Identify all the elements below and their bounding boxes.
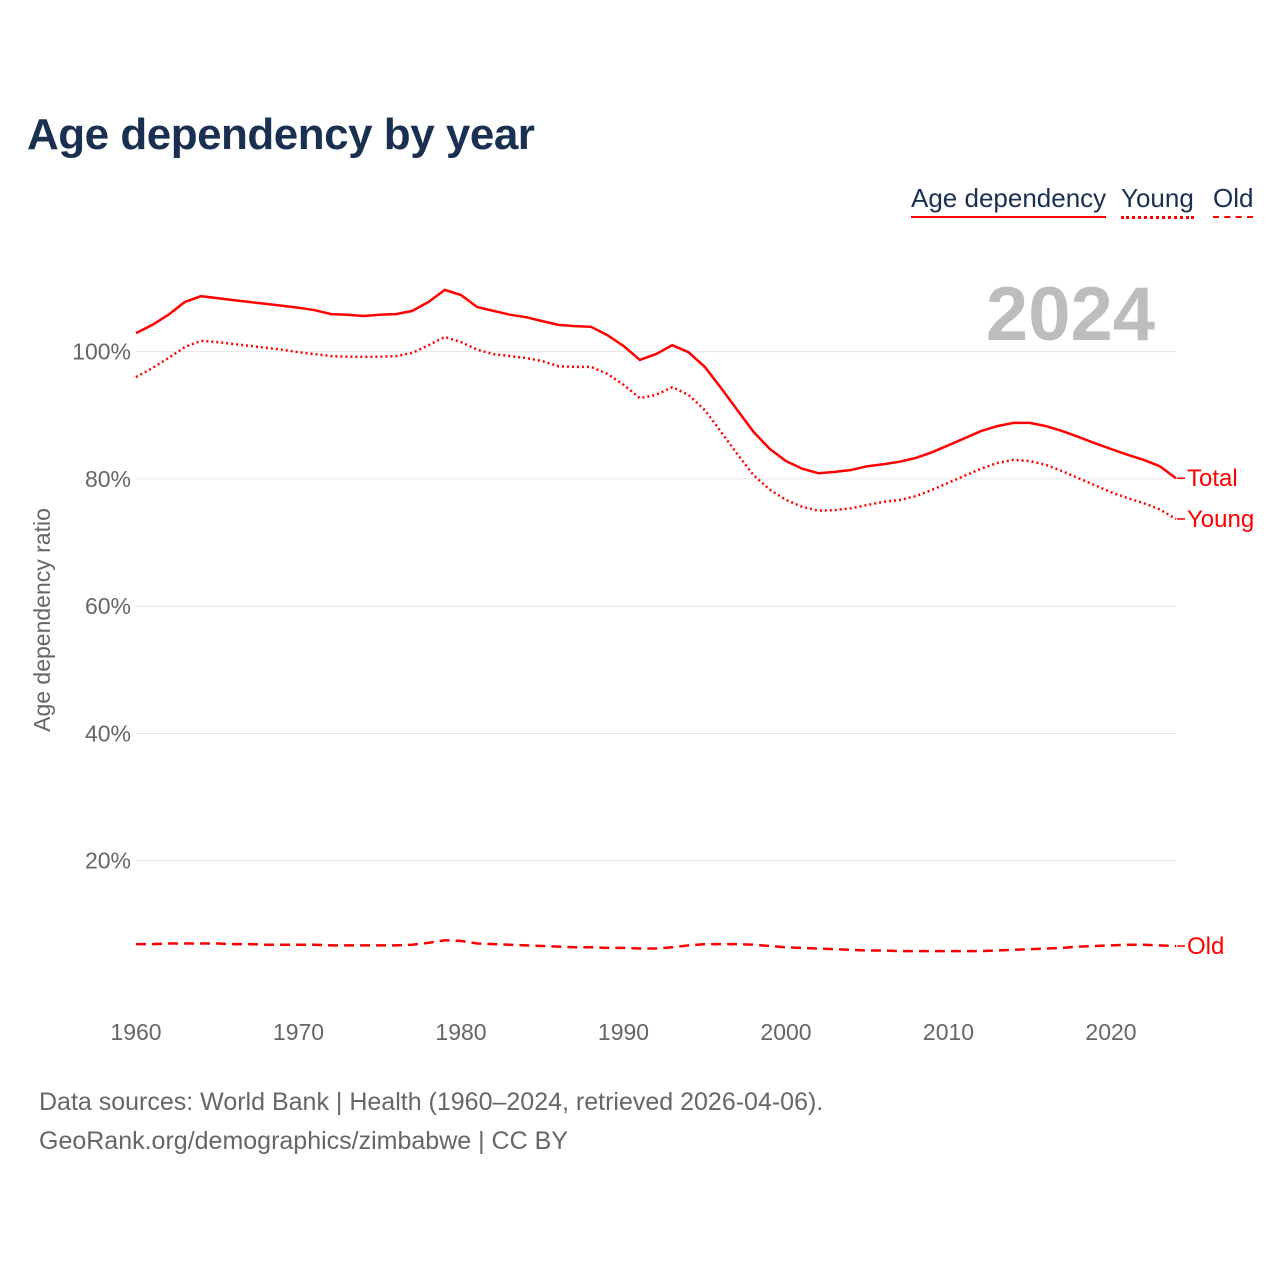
series-line-old bbox=[136, 939, 1177, 953]
series-end-label-total: Total bbox=[1187, 465, 1238, 492]
y-tick-label: 40% bbox=[85, 720, 131, 746]
legend-item-age-dependency[interactable]: Age dependency bbox=[911, 183, 1107, 218]
y-axis-label: Age dependency ratio bbox=[29, 508, 55, 732]
x-tick-label: 1990 bbox=[598, 1019, 649, 1045]
x-tick-label: 1960 bbox=[110, 1019, 161, 1045]
x-tick-label: 2010 bbox=[923, 1019, 974, 1045]
y-tick-label: 60% bbox=[85, 593, 131, 619]
y-tick-label: 20% bbox=[85, 848, 131, 874]
x-tick-label: 1970 bbox=[273, 1019, 324, 1045]
series-end-label-young: Young bbox=[1187, 506, 1254, 533]
footer-attribution: GeoRank.org/demographics/zimbabwe | CC B… bbox=[39, 1127, 568, 1155]
x-tick-label: 2000 bbox=[760, 1019, 811, 1045]
series-end-label-old: Old bbox=[1187, 933, 1224, 960]
legend-item-old[interactable]: Old bbox=[1213, 183, 1254, 218]
series-line-young bbox=[135, 335, 1177, 521]
year-watermark: 2024 bbox=[986, 272, 1155, 357]
x-tick-label: 1980 bbox=[435, 1019, 486, 1045]
y-tick-label: 80% bbox=[85, 466, 131, 492]
x-tick-label: 2020 bbox=[1085, 1019, 1136, 1045]
footer-sources: Data sources: World Bank | Health (1960–… bbox=[39, 1088, 824, 1116]
series-line-total bbox=[135, 288, 1177, 480]
chart-title: Age dependency by year bbox=[27, 110, 535, 159]
legend-item-young[interactable]: Young bbox=[1121, 183, 1194, 219]
y-tick-label: 100% bbox=[72, 339, 131, 365]
